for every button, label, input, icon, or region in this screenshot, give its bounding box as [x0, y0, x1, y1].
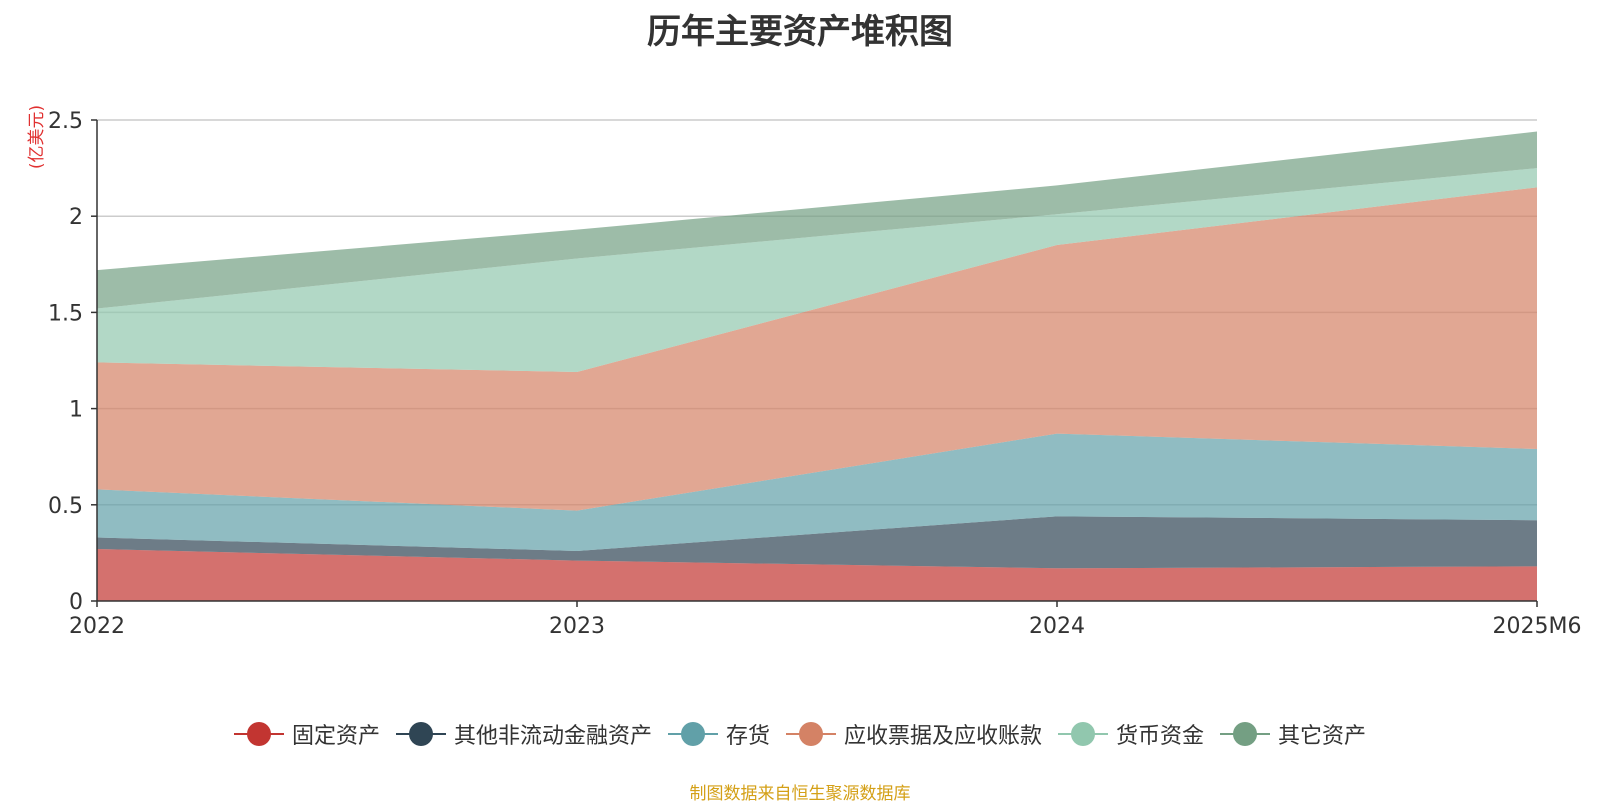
chart-title: 历年主要资产堆积图: [647, 12, 953, 52]
legend-item-2[interactable]: 其他非流动金融资产: [395, 718, 652, 750]
legend-label: 应收票据及应收账款: [844, 724, 1043, 749]
area-series-6[interactable]: [97, 131, 1537, 309]
legend-label: 货币资金: [1116, 724, 1205, 749]
legend: 固定资产 其他非流动金融资产 存货 应收票据及应收账款 货币资金 其它资产: [0, 718, 1600, 750]
legend-item-5[interactable]: 货币资金: [1058, 718, 1204, 750]
axis-layer: 0 0.5 1 1.5 2 2.5 2022 2023 2024 2025M6: [48, 109, 1581, 639]
legend-marker-icon: [233, 722, 284, 746]
y-tick-label: 1.5: [48, 301, 83, 326]
legend-item-1[interactable]: 固定资产: [233, 718, 380, 750]
y-tick-label: 0.5: [48, 494, 83, 519]
area-series-4[interactable]: [97, 187, 1537, 511]
y-tick-label: 0: [69, 590, 83, 615]
x-tick-label: 2022: [69, 614, 125, 639]
y-tick-label: 1: [69, 398, 83, 423]
x-tick-label: 2023: [549, 614, 605, 639]
legend-label: 固定资产: [291, 724, 380, 749]
legend-label: 存货: [725, 724, 770, 749]
area-series-1[interactable]: [97, 549, 1537, 601]
legend-marker-icon: [1058, 722, 1109, 746]
legend-label: 其它资产: [1278, 724, 1367, 749]
source-note: 制图数据来自恒生聚源数据库: [689, 784, 911, 804]
legend-marker-icon: [395, 722, 446, 746]
area-layer: [97, 131, 1537, 601]
y-tick-label: 2: [69, 205, 83, 230]
legend-marker-icon: [1220, 722, 1271, 746]
legend-item-6[interactable]: 其它资产: [1220, 718, 1366, 750]
area-series-5[interactable]: [97, 168, 1537, 373]
y-axis-label: (亿美元): [27, 105, 47, 169]
legend-item-3[interactable]: 存货: [667, 718, 770, 750]
area-series-3[interactable]: [97, 433, 1537, 551]
x-tick-label: 2025M6: [1493, 614, 1582, 639]
area-series-2[interactable]: [97, 516, 1537, 569]
legend-label: 其他非流动金融资产: [453, 724, 652, 749]
x-tick-label: 2024: [1029, 614, 1085, 639]
legend-marker-icon: [667, 722, 718, 746]
legend-marker-icon: [786, 722, 836, 746]
legend-item-4[interactable]: 应收票据及应收账款: [786, 718, 1042, 750]
y-tick-label: 2.5: [48, 109, 83, 134]
